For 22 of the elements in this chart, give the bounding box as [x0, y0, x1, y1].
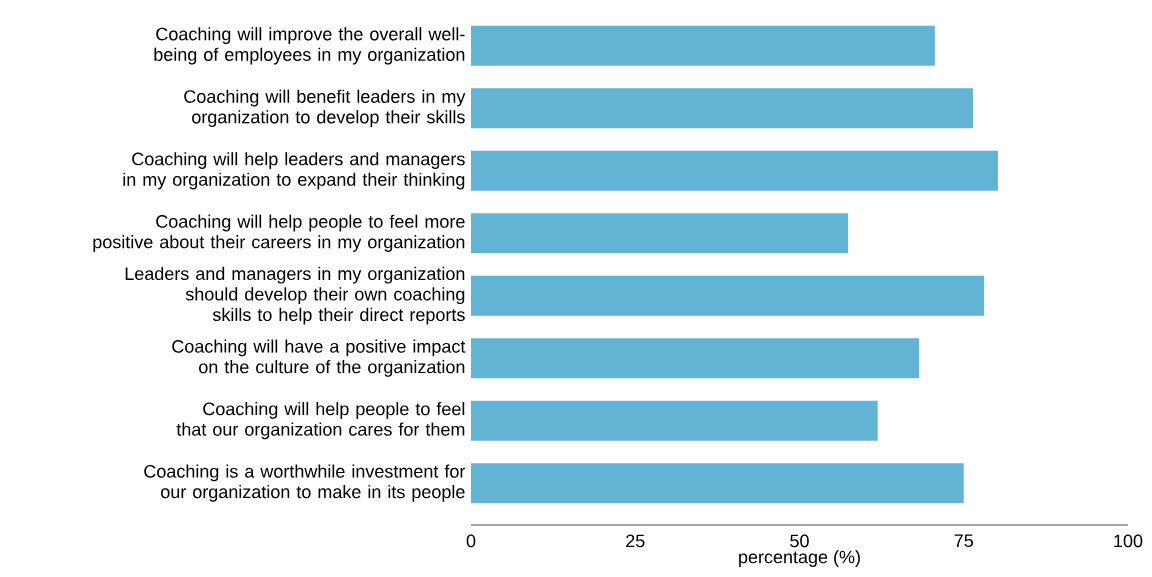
y-tick-label: Coaching will help people to feel more positive about their careers in my organization — [93, 214, 465, 252]
y-tick-label: Coaching will improve the overall well-being of employees in my organization — [154, 27, 465, 65]
bar — [471, 463, 964, 504]
bar — [471, 275, 985, 316]
x-tick-label: 0 — [466, 534, 476, 548]
x-axis-title: percentage (%) — [739, 550, 860, 567]
y-tick-label: Leaders and managers in my organization should develop their own coaching skills to help their direct reports — [125, 266, 465, 325]
y-tick-label: Coaching will benefit leaders in my organization to develop their skills — [184, 89, 466, 127]
y-tick-label: Coaching will help people to feel that our organization cares for them — [176, 402, 465, 440]
bar — [471, 88, 973, 129]
x-tick-label: 25 — [626, 534, 645, 548]
y-tick-label: Coaching will have a positive impact on the culture of the organization — [172, 339, 466, 377]
x-tick-label: 100 — [1114, 534, 1143, 548]
bar — [471, 25, 935, 66]
y-tick-label: Coaching is a worthwhile investment for our organization to make in its people — [144, 464, 466, 502]
x-tick-label: 50 — [790, 534, 809, 548]
bar — [471, 150, 998, 191]
bar — [471, 400, 878, 441]
y-tick-label: Coaching will help leaders and managers in my organization to expand their thinking — [123, 152, 465, 190]
bar — [471, 338, 920, 379]
x-tick-label: 75 — [954, 534, 973, 548]
bar — [471, 213, 849, 254]
